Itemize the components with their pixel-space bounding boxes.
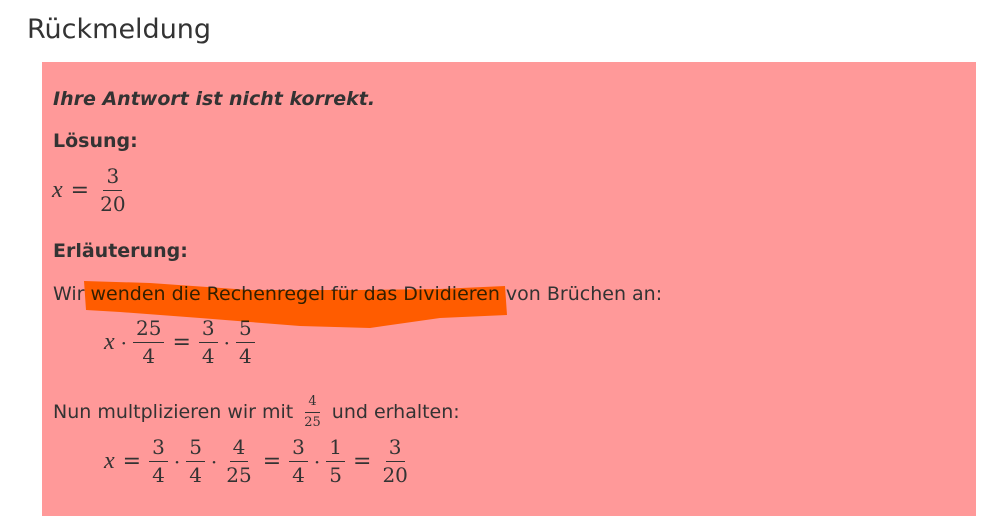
status-message: Ihre Antwort ist nicht korrekt.: [53, 88, 376, 110]
equation-2: x = 3 4 · 5 4 · 4 25 = 3 4 · 1 5 = 3 20: [104, 435, 408, 487]
solution-label: Lösung:: [53, 130, 138, 152]
feedback-box: Ihre Antwort ist nicht korrekt. Lösung: …: [42, 62, 976, 516]
feedback-heading: Rückmeldung: [27, 14, 212, 45]
multiply-text: Nun multplizieren wir mit 4 25 und erhalt…: [53, 394, 460, 430]
explanation-text: Wir wenden die Rechenregel für das Divid…: [53, 283, 663, 305]
solution-formula: x = 3 20: [52, 164, 126, 216]
explanation-label: Erläuterung:: [53, 240, 188, 262]
